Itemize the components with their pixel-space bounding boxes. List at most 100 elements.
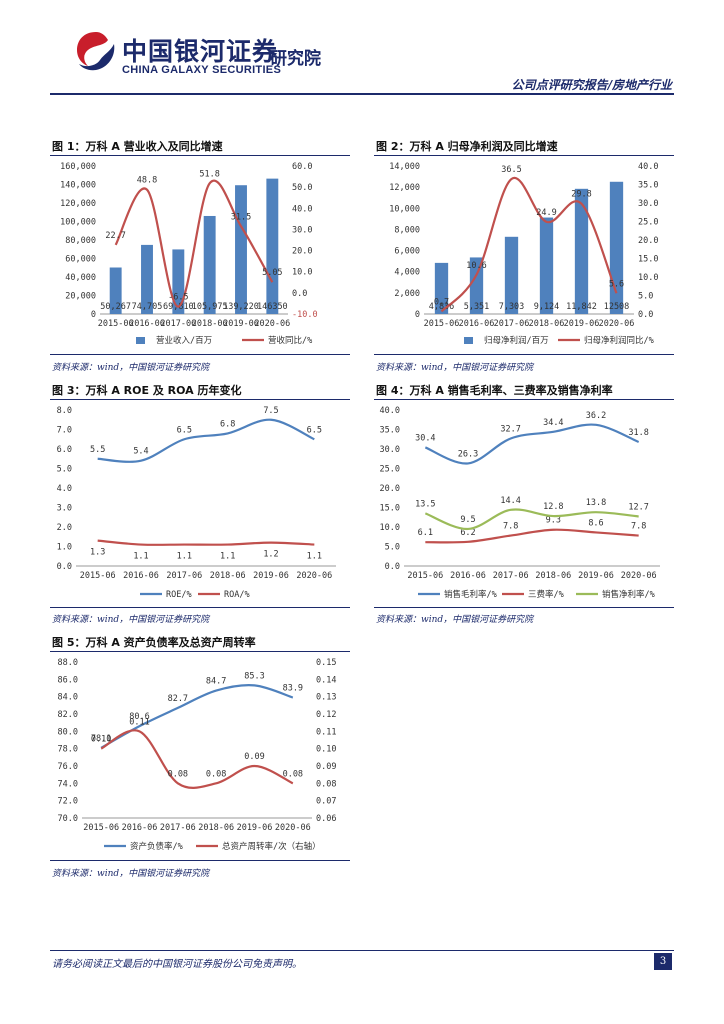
line-value-label: 32.7 bbox=[500, 424, 520, 434]
y-right-tick-label: 0.11 bbox=[316, 727, 336, 737]
bar bbox=[539, 217, 554, 314]
bar bbox=[109, 267, 122, 314]
x-tick-label: 2019-06 bbox=[578, 571, 614, 581]
y-right-tick-label: 10.0 bbox=[638, 273, 658, 283]
y-left-tick-label: 80,000 bbox=[65, 236, 96, 246]
y-right-tick-label: 0.07 bbox=[316, 797, 336, 807]
bar-value-label: 11,842 bbox=[566, 302, 597, 312]
figure-3-bottom-rule bbox=[50, 607, 350, 608]
line-value-label: 6.5 bbox=[307, 425, 322, 435]
y-right-tick-label: 0.0 bbox=[638, 310, 653, 320]
y-right-tick-label: 25.0 bbox=[638, 218, 658, 228]
y-left-tick-label: 78.0 bbox=[58, 745, 78, 755]
series-line bbox=[97, 539, 315, 546]
x-tick-label: 2018-06 bbox=[529, 319, 565, 329]
y-right-tick-label: 30.0 bbox=[638, 199, 658, 209]
y-left-tick-label: 160,000 bbox=[60, 162, 96, 172]
logo-institute: 研究院 bbox=[270, 49, 321, 69]
line-value-label: 1.1 bbox=[133, 552, 148, 562]
series-line bbox=[100, 729, 294, 790]
line-value-label: 6.8 bbox=[220, 419, 235, 429]
line-value-label: 5.05 bbox=[262, 268, 282, 278]
line-value-label: 0.08 bbox=[206, 769, 226, 779]
bar-value-label: 9,124 bbox=[534, 302, 560, 312]
y-left-tick-label: 40,000 bbox=[65, 273, 96, 283]
line-value-label: 9.5 bbox=[460, 515, 475, 525]
bar-value-label: 4,836 bbox=[429, 302, 455, 312]
x-tick-label: 2020-06 bbox=[621, 571, 657, 581]
x-tick-label: 2015-06 bbox=[80, 571, 116, 581]
y-left-tick-label: 1.0 bbox=[57, 543, 72, 553]
line-value-label: 5.5 bbox=[90, 445, 105, 455]
y-left-tick-label: 6.0 bbox=[57, 445, 72, 455]
x-tick-label: 2016-06 bbox=[450, 571, 486, 581]
company-logo: 中国银河证券 CHINA GALAXY SECURITIES 研究院 bbox=[74, 28, 336, 86]
y-left-tick-label: 10.0 bbox=[380, 523, 400, 533]
y-right-tick-label: 0.06 bbox=[316, 814, 336, 824]
line-value-label: 10.6 bbox=[466, 261, 486, 271]
y-left-tick-label: 12,000 bbox=[389, 183, 420, 193]
line-value-label: 48.8 bbox=[137, 176, 157, 186]
y-left-tick-label: 8.0 bbox=[57, 406, 72, 416]
line-value-label: 0.08 bbox=[168, 769, 188, 779]
legend-label: 营收同比/% bbox=[268, 335, 312, 346]
x-tick-label: 2020-06 bbox=[296, 571, 332, 581]
y-left-tick-label: 72.0 bbox=[58, 797, 78, 807]
line-value-label: 13.5 bbox=[415, 499, 435, 509]
line-value-label: 26.3 bbox=[458, 449, 478, 459]
y-left-tick-label: 14,000 bbox=[389, 162, 420, 172]
line-value-label: 85.3 bbox=[244, 671, 264, 681]
x-tick-label: 2020-06 bbox=[599, 319, 635, 329]
line-value-label: 31.8 bbox=[628, 428, 648, 438]
figure-5-rule bbox=[50, 651, 350, 652]
y-left-tick-label: 7.0 bbox=[57, 426, 72, 436]
y-left-tick-label: 100,000 bbox=[60, 218, 96, 228]
bar-value-label: 105,975 bbox=[192, 302, 228, 312]
figure-2-chart: 0 2,000 4,000 6,000 8,000 10,000 12,000 14,000 0… bbox=[389, 162, 658, 346]
line-value-label: 78.1 bbox=[91, 734, 111, 744]
y-left-tick-label: 0.0 bbox=[57, 562, 72, 572]
x-tick-label: 2017-06 bbox=[160, 823, 196, 833]
legend-label: ROA/% bbox=[224, 590, 250, 600]
figure-3-source: 资料来源：wind，中国银河证券研究院 bbox=[52, 615, 210, 625]
y-right-tick-label: -10.0 bbox=[292, 310, 318, 320]
x-tick-label: 2016-06 bbox=[129, 319, 165, 329]
figure-1-title: 图 1：万科 A 营业收入及同比增速 bbox=[52, 140, 223, 153]
line-value-label: 7.8 bbox=[503, 522, 518, 532]
y-right-tick-label: 0.09 bbox=[316, 762, 336, 772]
x-tick-label: 2019-06 bbox=[564, 319, 600, 329]
y-left-tick-label: 35.0 bbox=[380, 426, 400, 436]
bar bbox=[203, 215, 216, 314]
y-left-tick-label: 2.0 bbox=[57, 523, 72, 533]
bar-value-label: 7,303 bbox=[499, 302, 525, 312]
y-right-tick-label: 0.0 bbox=[292, 289, 307, 299]
y-right-tick-label: 35.0 bbox=[638, 181, 658, 191]
y-left-tick-label: 8,000 bbox=[394, 225, 420, 235]
line-value-label: 84.7 bbox=[206, 677, 226, 687]
line-value-label: 24.9 bbox=[536, 208, 556, 218]
figure-4-bottom-rule bbox=[374, 607, 674, 608]
series-line bbox=[424, 508, 639, 531]
series-line bbox=[114, 179, 274, 308]
line-value-label: 82.7 bbox=[168, 694, 188, 704]
logo-english-name: CHINA GALAXY SECURITIES bbox=[122, 64, 282, 76]
line-value-label: 0.7 bbox=[434, 297, 449, 307]
y-right-tick-label: 40.0 bbox=[638, 162, 658, 172]
line-value-label: 9.3 bbox=[546, 516, 561, 526]
y-left-tick-label: 5.0 bbox=[385, 543, 400, 553]
line-value-label: 22.7 bbox=[105, 231, 125, 241]
line-value-label: 80.6 bbox=[129, 712, 149, 722]
x-tick-label: 2017-06 bbox=[494, 319, 530, 329]
y-right-tick-label: 0.13 bbox=[316, 693, 336, 703]
legend-label: 归母净利润/百万 bbox=[484, 335, 549, 346]
y-left-tick-label: 70.0 bbox=[58, 814, 78, 824]
line-value-label: 1.1 bbox=[220, 552, 235, 562]
bar bbox=[574, 188, 589, 314]
y-right-tick-label: 0.10 bbox=[316, 745, 336, 755]
series-line bbox=[440, 176, 618, 313]
line-value-label: 6.5 bbox=[177, 425, 192, 435]
line-value-label: 7.8 bbox=[631, 522, 646, 532]
line-value-label: 13.8 bbox=[586, 498, 606, 508]
line-value-label: 6.1 bbox=[418, 528, 433, 538]
figure-4-rule bbox=[374, 399, 674, 400]
